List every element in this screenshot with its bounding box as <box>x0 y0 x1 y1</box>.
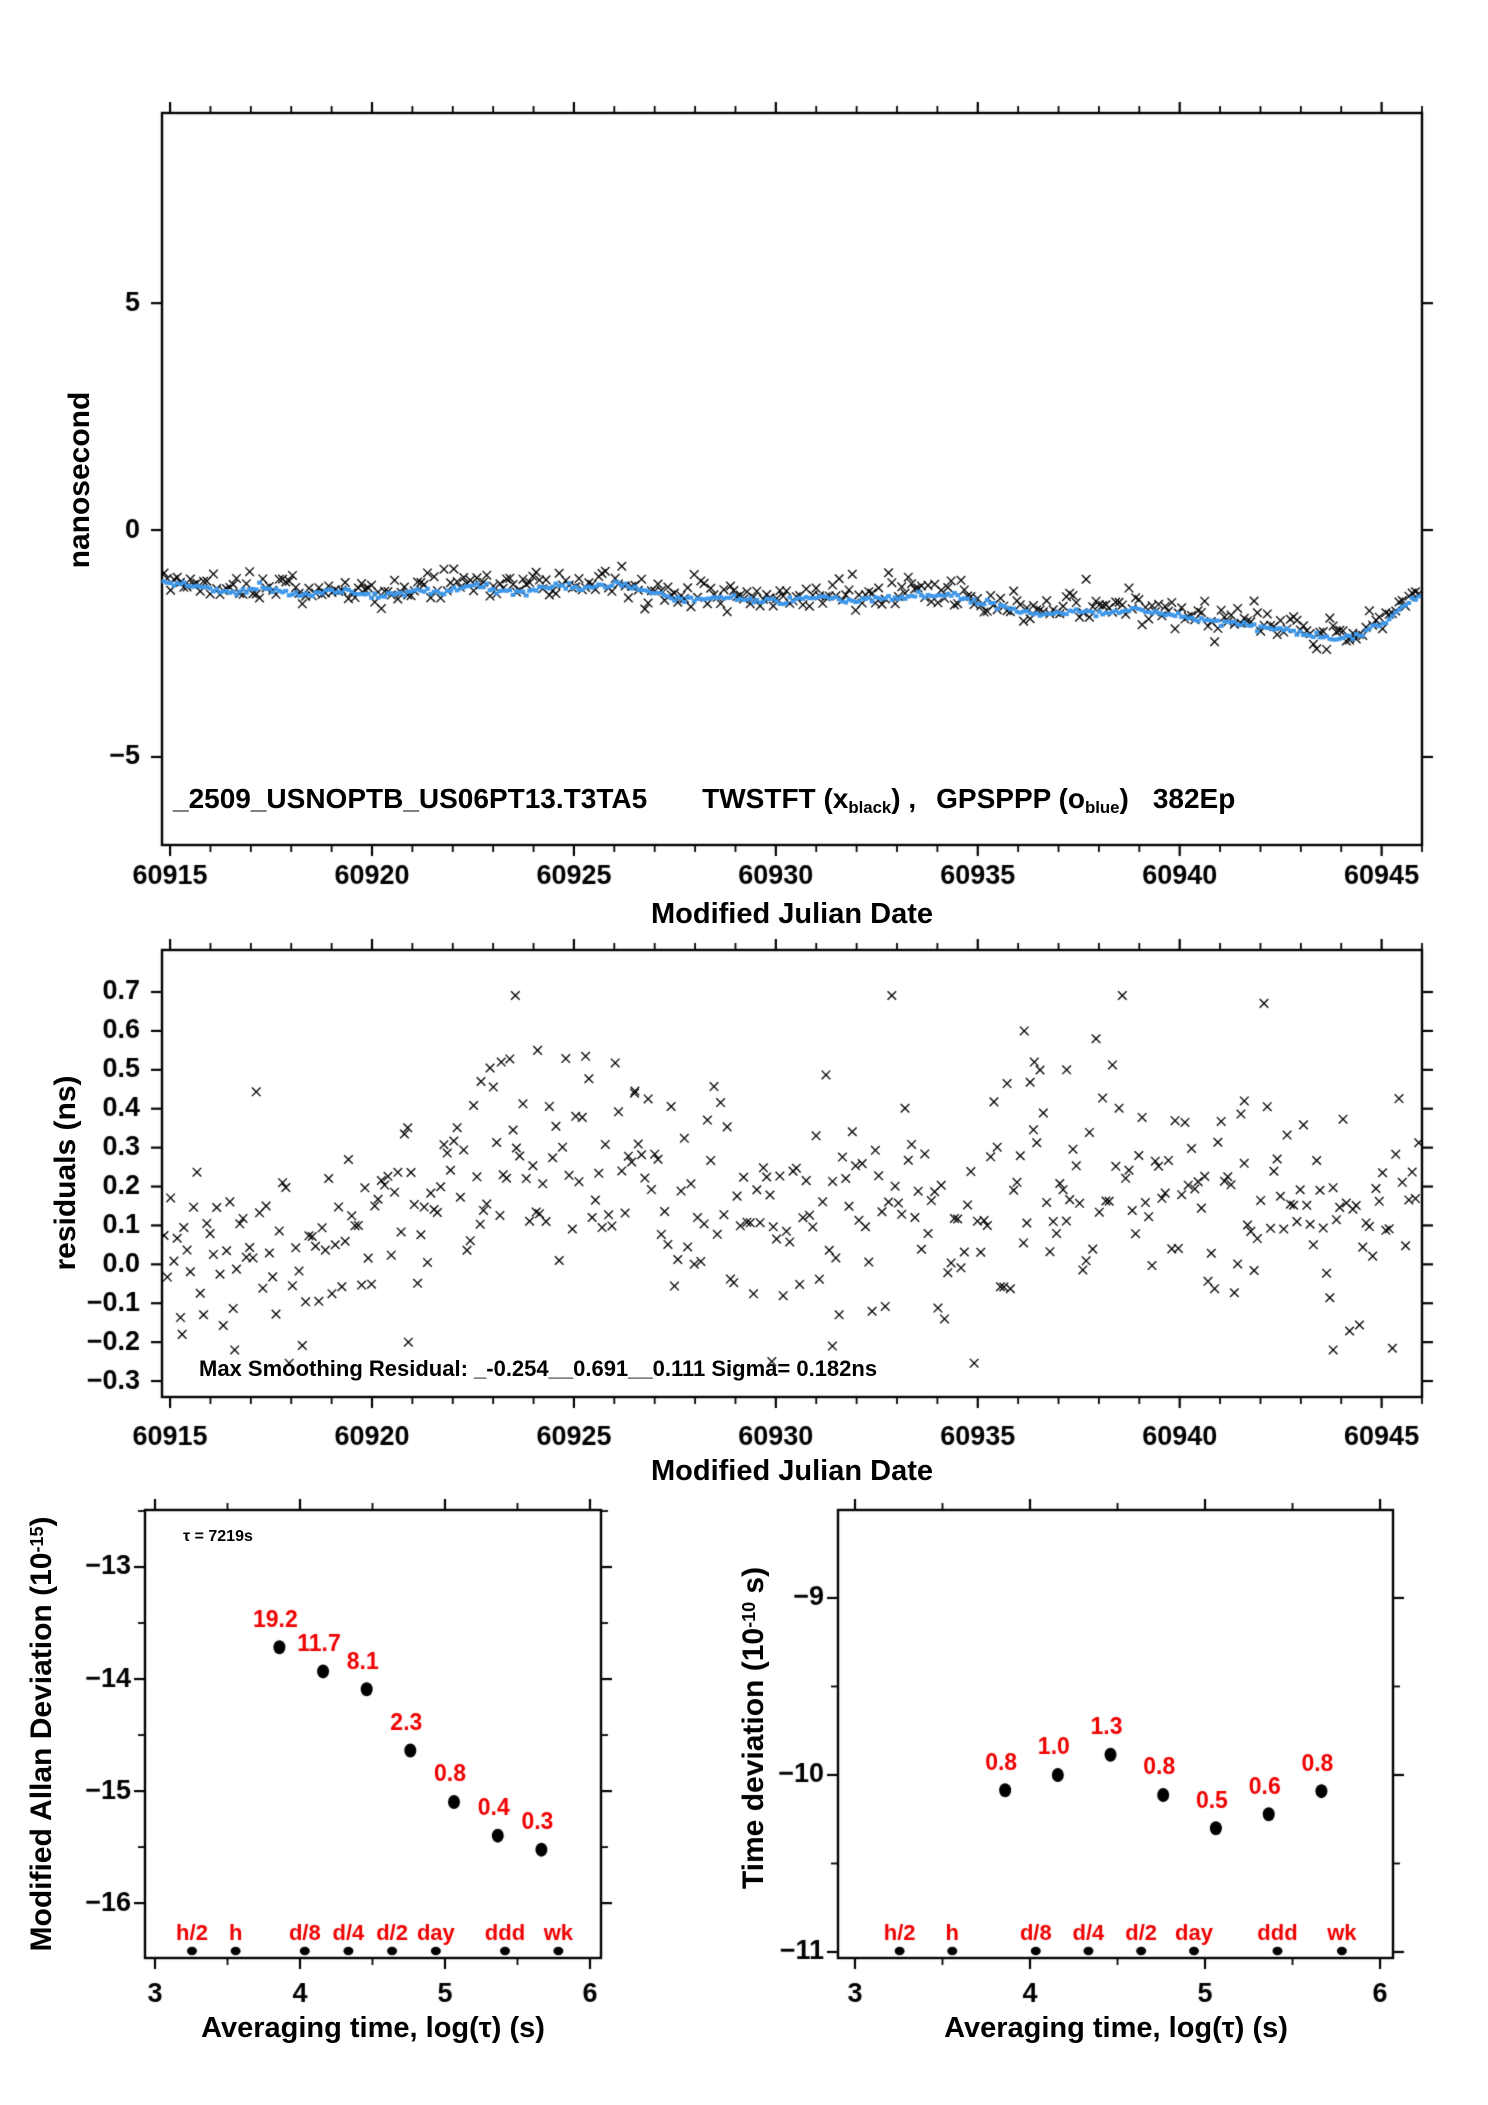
series-id-label: _2509_USNOPTB_US06PT13.T3TA5 <box>173 783 648 814</box>
mdev-x-axis-title: Averaging time, log(τ) (s) <box>201 2012 545 2044</box>
twstft-series-label: TWSTFT (x <box>702 783 849 814</box>
tdev-x-axis-title: Averaging time, log(τ) (s) <box>944 2012 1288 2044</box>
mdev-y-axis-title: Modified Allan Deviation (10-15) <box>25 1516 58 1952</box>
tdev-y-axis-title: Time deviation (10-10 s) <box>737 1566 770 1890</box>
gpsppp-series-label: GPSPPP (o <box>936 783 1086 814</box>
top-panel-title: _2509_USNOPTB_US06PT13.T3TA5 TWSTFT (xbla… <box>173 783 1236 818</box>
top-x-axis-title: Modified Julian Date <box>651 898 933 930</box>
twstft-series-sub: black <box>848 798 892 818</box>
smoothing-residual-annotation: Max Smoothing Residual: _-0.254__0.691__… <box>199 1356 878 1381</box>
middle-y-axis-title: residuals (ns) <box>49 1075 82 1271</box>
epoch-count-label: 382Ep <box>1152 783 1236 814</box>
top-y-axis-title: nanosecond <box>63 391 96 569</box>
middle-x-axis-title: Modified Julian Date <box>651 1455 933 1487</box>
gpsppp-series-sub: blue <box>1085 798 1120 818</box>
tau-annotation: τ = 7219s <box>183 1528 253 1545</box>
